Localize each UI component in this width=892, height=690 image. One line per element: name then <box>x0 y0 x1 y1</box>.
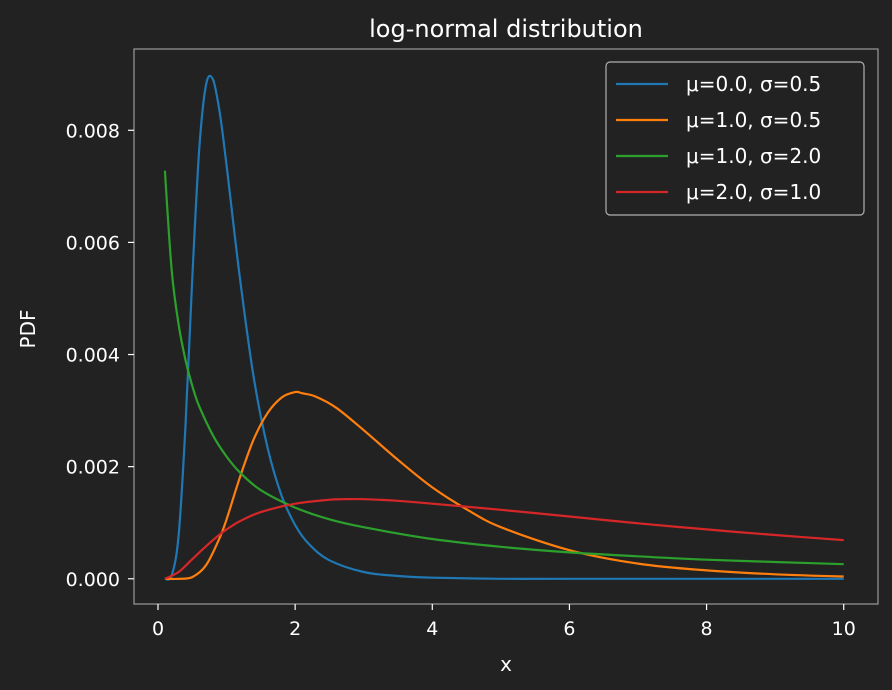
y-tick-label: 0.004 <box>66 345 120 367</box>
legend-label-3: μ=1.0, σ=2.0 <box>686 144 821 168</box>
legend-label-2: μ=1.0, σ=0.5 <box>686 108 821 132</box>
legend-box <box>605 61 865 216</box>
legend-label-1: μ=0.0, σ=0.5 <box>686 72 821 96</box>
x-tick-label: 8 <box>701 618 713 640</box>
plot-frame <box>133 48 879 605</box>
y-axis-label: PDF <box>16 310 40 349</box>
y-tick-label: 0.000 <box>66 569 120 591</box>
series-layer <box>163 74 844 581</box>
series-line-2 <box>164 390 844 581</box>
legend: μ=0.0, σ=0.5 μ=1.0, σ=0.5 μ=1.0, σ=2.0 μ=2.… <box>605 61 865 216</box>
legend-entries: μ=0.0, σ=0.5 μ=1.0, σ=0.5 μ=1.0, σ=2.0 μ=2.… <box>616 72 821 204</box>
y-axis-ticks: 0.000 0.002 0.004 0.006 0.008 <box>66 120 134 591</box>
y-tick-label: 0.002 <box>66 457 120 479</box>
series-line-4 <box>164 497 844 580</box>
x-tick-label: 2 <box>289 618 301 640</box>
x-tick-label: 6 <box>563 618 575 640</box>
y-tick-label: 0.006 <box>66 232 120 254</box>
legend-label-4: μ=2.0, σ=1.0 <box>686 180 821 204</box>
x-tick-label: 10 <box>832 618 856 640</box>
x-tick-label: 4 <box>426 618 438 640</box>
y-tick-label: 0.008 <box>66 120 120 142</box>
chart-title: log-normal distribution <box>369 15 643 43</box>
x-axis-label: x <box>500 652 512 676</box>
x-axis-ticks: 0 2 4 6 8 10 <box>152 604 856 640</box>
series-line-1 <box>164 74 844 581</box>
x-tick-label: 0 <box>152 618 164 640</box>
